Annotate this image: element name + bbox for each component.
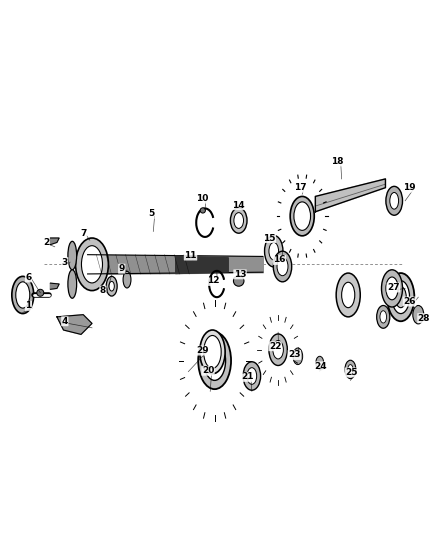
Ellipse shape [395,287,406,308]
Text: 12: 12 [208,277,220,286]
Ellipse shape [269,334,287,366]
Text: 5: 5 [148,209,154,219]
Text: 9: 9 [119,264,125,273]
Ellipse shape [123,271,131,288]
Polygon shape [57,314,92,334]
Polygon shape [50,283,59,289]
Text: 10: 10 [196,194,208,203]
Ellipse shape [243,362,261,390]
Ellipse shape [381,270,403,307]
Text: 1: 1 [25,302,32,310]
Ellipse shape [277,257,288,276]
Ellipse shape [198,332,231,389]
Ellipse shape [348,365,353,374]
Circle shape [233,276,244,286]
Text: 11: 11 [184,251,197,260]
Ellipse shape [68,270,77,298]
Text: 13: 13 [234,270,246,279]
Ellipse shape [273,251,292,282]
Ellipse shape [316,356,324,369]
Ellipse shape [273,341,283,359]
Ellipse shape [269,243,279,260]
Ellipse shape [377,305,390,328]
Text: 25: 25 [345,368,357,377]
Text: 28: 28 [418,314,430,322]
Text: 29: 29 [196,346,208,355]
Ellipse shape [380,311,387,323]
Text: 7: 7 [80,229,86,238]
Ellipse shape [290,197,314,236]
Text: 3: 3 [62,257,68,266]
Ellipse shape [247,368,257,384]
Ellipse shape [387,273,414,321]
Ellipse shape [200,330,225,374]
Ellipse shape [345,360,356,378]
Ellipse shape [392,281,410,313]
Circle shape [37,289,44,296]
Ellipse shape [208,349,221,372]
Ellipse shape [106,276,117,296]
Ellipse shape [68,241,77,270]
Text: 19: 19 [403,183,416,192]
Ellipse shape [12,276,34,313]
Text: 2: 2 [43,238,49,247]
Text: 23: 23 [288,351,300,359]
Ellipse shape [386,277,398,300]
Ellipse shape [265,236,283,267]
Ellipse shape [413,305,424,324]
Ellipse shape [234,213,244,229]
Ellipse shape [386,187,403,215]
Ellipse shape [293,348,303,365]
Ellipse shape [390,192,399,209]
Text: 20: 20 [202,366,214,375]
Ellipse shape [75,238,108,290]
Text: 22: 22 [269,342,281,351]
Text: 15: 15 [263,233,276,243]
Ellipse shape [230,208,247,233]
Text: 14: 14 [233,201,245,209]
Text: 18: 18 [331,157,343,166]
Ellipse shape [204,335,221,368]
Text: 8: 8 [100,286,106,295]
Text: 21: 21 [241,373,254,382]
Polygon shape [315,179,385,212]
Circle shape [200,208,205,213]
Ellipse shape [109,281,114,291]
Polygon shape [50,238,59,245]
Text: 6: 6 [25,273,32,282]
Text: 16: 16 [273,255,286,264]
Text: 17: 17 [294,183,306,192]
Ellipse shape [342,282,355,308]
Text: 26: 26 [403,297,416,306]
Ellipse shape [16,282,30,308]
Text: 27: 27 [387,283,399,292]
Ellipse shape [336,273,360,317]
Text: 24: 24 [314,362,327,371]
Text: 4: 4 [62,317,68,326]
Ellipse shape [81,246,102,283]
Ellipse shape [204,341,226,381]
Ellipse shape [294,202,311,230]
